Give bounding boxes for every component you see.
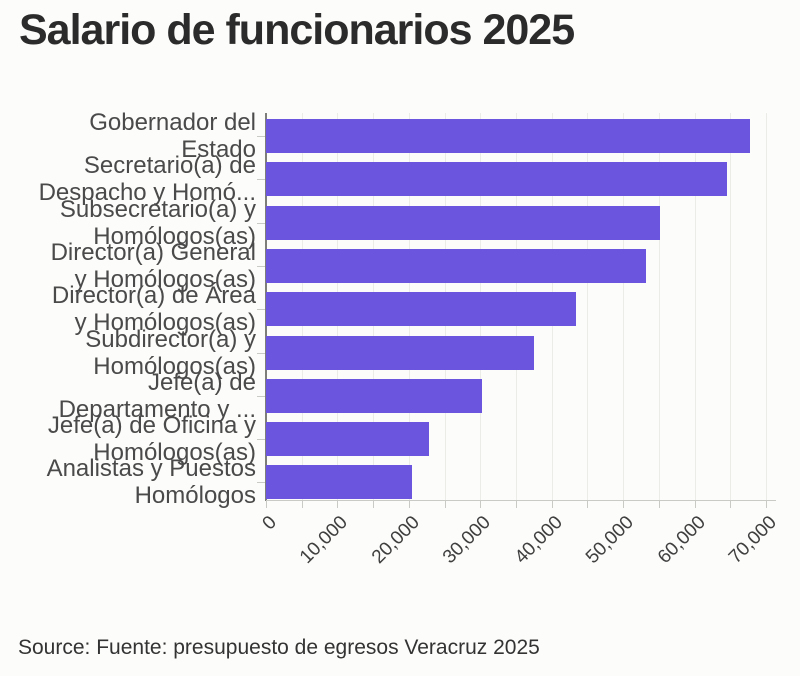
category-label: Jefe(a) de Oficina y Homólogos(as) (47, 412, 256, 467)
x-tick-mark (516, 501, 517, 508)
x-tick-mark (337, 501, 339, 508)
bar-2[interactable] (266, 162, 728, 197)
y-tick-mark (257, 395, 265, 397)
gridline (730, 113, 732, 500)
x-tick-mark (301, 501, 303, 508)
y-tick-mark (257, 482, 265, 484)
x-tick-mark (480, 501, 482, 508)
y-tick-mark (257, 265, 265, 267)
gridline (623, 113, 625, 500)
x-tick-label: 60,000 (653, 512, 710, 568)
x-tick-mark (694, 501, 696, 508)
y-tick-mark (257, 179, 265, 181)
bar-8[interactable] (266, 422, 429, 457)
x-tick-label: 50,000 (582, 512, 638, 568)
x-tick-mark (730, 501, 732, 508)
category-label: Director(a) de Área y Homólogos(as) (51, 282, 256, 337)
x-tick-mark (766, 501, 767, 508)
x-tick-label: 20,000 (367, 512, 424, 568)
x-tick-mark (444, 501, 446, 508)
y-tick-mark (257, 352, 265, 354)
gridline (694, 113, 696, 500)
category-label: Subdirector(a) y Homólogos(as) (85, 325, 256, 380)
category-label: Analistas y Puestos Homólogos (46, 455, 256, 510)
y-tick-mark (257, 222, 265, 224)
x-tick-label: 70,000 (724, 512, 781, 568)
x-tick-label: 0 (258, 512, 281, 535)
x-tick-mark (658, 501, 660, 508)
category-label: Jefe(a) de Departamento y ... (58, 368, 256, 423)
x-tick-label: 40,000 (510, 512, 567, 568)
x-tick-mark (551, 501, 553, 508)
category-label: Subsecretario(a) y Homólogos(as) (59, 195, 256, 250)
x-tick-mark (623, 501, 625, 508)
y-tick-mark (257, 439, 265, 441)
y-tick-mark (257, 136, 265, 137)
x-tick-label: 30,000 (439, 512, 496, 568)
x-tick-label: 10,000 (296, 512, 353, 568)
x-tick-mark (587, 501, 589, 508)
gridline (658, 113, 660, 500)
category-label: Secretario(a) de Despacho y Homó... (38, 152, 256, 207)
category-label: Gobernador del Estado (89, 109, 256, 163)
chart-title: Salario de funcionarios 2025 (19, 6, 575, 54)
x-tick-mark (373, 501, 375, 508)
bar-7[interactable] (266, 378, 482, 413)
x-tick-mark (408, 501, 410, 508)
bar-9[interactable] (266, 465, 413, 500)
bar-3[interactable] (266, 205, 661, 240)
bar-6[interactable] (266, 335, 534, 370)
source-attribution: Source: Fuente: presupuesto de egresos V… (18, 636, 540, 659)
bar-5[interactable] (266, 292, 576, 327)
gridline (766, 113, 767, 500)
y-tick-mark (257, 309, 265, 311)
x-tick-mark (266, 501, 267, 508)
bar-4[interactable] (266, 248, 646, 283)
gridline (587, 113, 589, 500)
category-label: Director(a) General y Homólogos(as) (50, 238, 256, 293)
plot-area (257, 113, 776, 508)
bar-1[interactable] (266, 119, 750, 153)
x-axis-line (266, 500, 776, 501)
